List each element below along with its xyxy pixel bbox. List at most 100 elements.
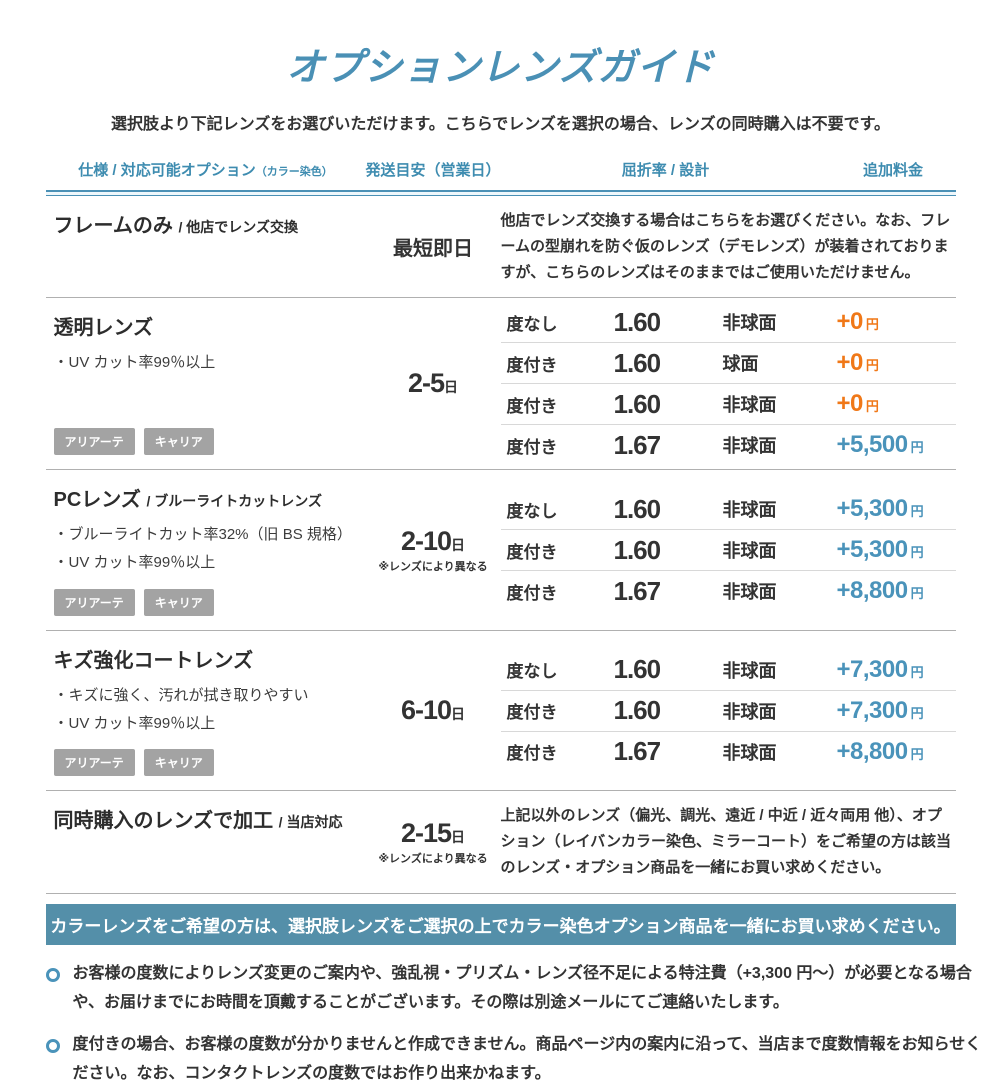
yen-suffix: 円 [910, 664, 924, 680]
refractive-index: 1.60 [613, 695, 662, 726]
lens-option-row: 度付き 1.60 非球面 +0 円 [500, 383, 956, 424]
tag-ariarte: アリアーテ [53, 749, 135, 777]
refractive-index: 1.67 [613, 736, 662, 767]
additional-price: +5,500 円 [836, 431, 924, 459]
color-option-tags: アリアーテ キャリア [53, 737, 214, 780]
shipping-estimate: 2-5日 [407, 368, 459, 399]
tag-career: キャリア [143, 588, 214, 616]
note-text: 度付きの場合、お客様の度数が分かりませんと作成できません。商品ページ内の案内に沿… [72, 1036, 982, 1083]
yen-suffix: 円 [865, 399, 879, 415]
power-type: 度付き [506, 542, 558, 562]
refractive-index: 1.60 [613, 654, 662, 685]
lens-design: 非球面 [722, 701, 777, 722]
additional-price: +5,300 円 [836, 495, 924, 523]
feature-item: ・UV カット率99％以上 [53, 554, 216, 572]
lens-option-row: 度なし 1.60 非球面 +7,300 円 [501, 650, 956, 690]
lens-option-row: 度付き 1.67 非球面 +8,800 円 [500, 730, 956, 772]
tag-career: キャリア [143, 749, 214, 777]
table-row-frame-only: フレームのみ / 他店でレンズ交換 最短即日 他店でレンズ交換する場合はこちらを… [45, 196, 956, 299]
lens-option-row: 度付き 1.67 非球面 +8,800 円 [500, 570, 956, 611]
row-spec-cell: PCレンズ / ブルーライトカットレンズ ・ブルーライトカット率32%（旧 BS… [46, 470, 366, 630]
power-type: 度付き [506, 437, 558, 457]
lens-design: 非球面 [722, 395, 777, 416]
tag-ariarte: アリアーテ [53, 428, 135, 456]
row-title: 透明レンズ [53, 317, 154, 340]
refractive-index: 1.60 [613, 306, 662, 337]
table-column-headers: 仕様 / 対応可能オプション（カラー染色） 発送目安（営業日） 屈折率 / 設計… [46, 159, 956, 180]
row-spec-cell: 透明レンズ ・UV カット率99％以上 アリアーテ キャリア [46, 298, 366, 469]
lens-design: 球面 [722, 354, 759, 375]
table-row-copurchase-lens: 同時購入のレンズで加工 / 当店対応 2-15日 ※レンズにより異なる 上記以外… [45, 791, 956, 894]
additional-price: +0 円 [836, 349, 879, 377]
refractive-index: 1.60 [613, 493, 662, 524]
lens-design: 非球面 [722, 313, 777, 334]
row-title: キズ強化コートレンズ [53, 649, 254, 672]
lens-option-row: 度なし 1.60 非球面 +0 円 [501, 302, 956, 342]
yen-suffix: 円 [910, 586, 924, 602]
additional-price: +7,300 円 [836, 696, 924, 724]
row-title: PCレンズ / ブルーライトカットレンズ [53, 489, 322, 512]
column-header-index-design: 屈折率 / 設計 [621, 162, 710, 179]
power-type: 度付き [506, 583, 558, 603]
feature-item: ・UV カット率99％以上 [53, 354, 216, 372]
yen-suffix: 円 [865, 358, 879, 374]
refractive-index: 1.67 [613, 429, 662, 460]
note-text: お客様の度数によりレンズ変更のご案内や、強乱視・プリズム・レンズ径不足による特注… [72, 964, 972, 1011]
shipping-estimate: 2-10日 ※レンズにより異なる [366, 526, 501, 574]
row-spec-cell: フレームのみ / 他店でレンズ交換 [46, 196, 366, 297]
yen-suffix: 円 [910, 545, 924, 561]
shipping-estimate: 6-10日 [400, 695, 466, 726]
row-features: ・UV カット率99％以上 [54, 349, 216, 377]
refractive-index: 1.60 [613, 347, 662, 378]
refractive-index: 1.60 [613, 534, 662, 565]
row-features: ・キズに強く、汚れが拭き取りやすい ・UV カット率99％以上 [54, 682, 309, 738]
column-header-spec: 仕様 / 対応可能オプション（カラー染色） [78, 162, 333, 179]
lens-design: 非球面 [722, 436, 777, 457]
table-row-clear-lens: 透明レンズ ・UV カット率99％以上 アリアーテ キャリア 2-5日 度なし … [45, 298, 956, 471]
note-item: お客様の度数によりレンズ変更のご案内や、強乱視・プリズム・レンズ径不足による特注… [45, 960, 984, 1018]
page-title: オプションレンズガイド [286, 47, 715, 89]
shipping-estimate: 2-15日 ※レンズにより異なる [366, 818, 501, 866]
lens-option-row: 度付き 1.60 球面 +0 円 [500, 342, 956, 383]
note-item: 度付きの場合、お客様の度数が分かりませんと作成できません。商品ページ内の案内に沿… [45, 1031, 984, 1089]
column-header-right-group: 屈折率 / 設計 追加料金 [501, 159, 956, 180]
circle-bullet-icon [45, 1039, 60, 1054]
yen-suffix: 円 [865, 317, 879, 333]
row-description: 上記以外のレンズ（偏光、調光、遠近 / 中近 / 近々両用 他）、オプション（レ… [500, 807, 951, 876]
lens-option-list: 度なし 1.60 非球面 +5,300 円 度付き 1.60 非球面 +5,300… [500, 470, 956, 630]
shipping-note: ※レンズにより異なる [378, 561, 488, 574]
header-double-rule [45, 190, 956, 196]
yen-suffix: 円 [910, 746, 924, 762]
refractive-index: 1.60 [613, 388, 662, 419]
circle-bullet-icon [45, 967, 60, 982]
yen-suffix: 円 [910, 705, 924, 721]
row-spec-cell: 同時購入のレンズで加工 / 当店対応 [46, 791, 366, 892]
feature-item: ・ブルーライトカット率32%（旧 BS 規格） [53, 526, 352, 544]
lens-option-row: 度付き 1.60 非球面 +5,300 円 [500, 529, 956, 570]
power-type: 度付き [506, 396, 558, 416]
lens-design: 非球面 [722, 742, 777, 763]
lens-design: 非球面 [722, 541, 777, 562]
column-header-price: 追加料金 [862, 162, 923, 179]
lens-option-row: 度付き 1.67 非球面 +5,500 円 [500, 424, 956, 465]
lens-option-list: 度なし 1.60 非球面 +7,300 円 度付き 1.60 非球面 +7,300… [500, 631, 956, 791]
additional-price: +5,300 円 [836, 536, 924, 564]
power-type: 度なし [506, 662, 558, 682]
additional-price: +8,800 円 [836, 577, 924, 605]
color-lens-banner: カラーレンズをご希望の方は、選択肢レンズをご選択の上でカラー染色オプション商品を… [45, 903, 956, 945]
lens-option-row: 度なし 1.60 非球面 +5,300 円 [501, 489, 956, 529]
lens-design: 非球面 [722, 500, 777, 521]
power-type: 度付き [506, 744, 558, 764]
page-subtitle: 選択肢より下記レンズをお選びいただけます。こちらでレンズを選択の場合、レンズの同… [110, 116, 891, 133]
power-type: 度付き [506, 355, 558, 375]
shipping-estimate: 最短即日 [393, 238, 473, 261]
feature-item: ・キズに強く、汚れが拭き取りやすい [53, 686, 309, 704]
row-description: 他店でレンズ交換する場合はこちらをお選びください。なお、フレームの型崩れを防ぐ仮… [500, 212, 951, 281]
additional-price: +0 円 [836, 390, 879, 418]
color-option-tags: アリアーテ キャリア [53, 577, 214, 620]
table-row-scratch-coat-lens: キズ強化コートレンズ ・キズに強く、汚れが拭き取りやすい ・UV カット率99％… [45, 631, 956, 792]
additional-price: +0 円 [836, 308, 879, 336]
feature-item: ・UV カット率99％以上 [53, 714, 216, 732]
power-type: 度なし [506, 501, 558, 521]
shipping-note: ※レンズにより異なる [378, 853, 488, 866]
